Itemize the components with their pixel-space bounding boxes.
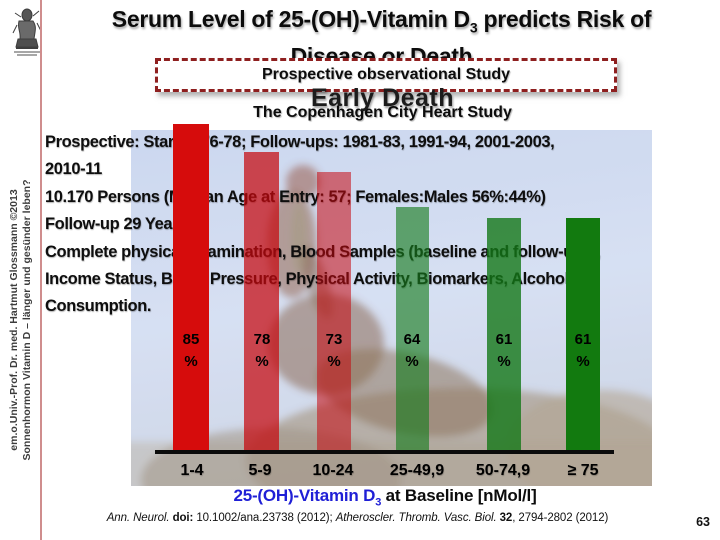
x-axis-caption: 25-(OH)-Vitamin D3 at Baseline [nMol/l] [135,486,635,508]
x-tick-label: 25-49,9 [389,462,445,479]
x-tick-label: 10-24 [312,462,354,479]
value-label: 61 % [474,329,534,373]
reference-citation: Ann. Neurol. doi: 10.1002/ana.23738 (201… [45,512,670,524]
sidebar-divider-line [40,0,42,540]
pages: , 2794-2802 (2012) [512,512,609,524]
crest-logo-icon [12,8,42,56]
value-label: 73 % [304,329,364,373]
study-line: Follow-up 29 Years [45,215,187,234]
bar-75plus [566,218,600,452]
x-tick-label: ≥ 75 [567,462,599,479]
value-number: 73 [325,331,343,348]
journal-1: Ann. Neurol. [106,512,173,524]
chart-title-early-death: Early Death [310,84,455,112]
x-axis-line [155,450,614,454]
value-unit: % [405,353,419,370]
title-line1-part2: predicts Risk of [477,6,652,32]
value-label: 64 % [382,329,442,373]
value-unit: % [255,353,269,370]
page-number: 63 [696,515,710,529]
x-tick-label: 50-74,9 [475,462,531,479]
doi-label: doi: [172,512,197,524]
value-number: 61 [574,331,592,348]
value-number: 61 [495,331,513,348]
callout-label: Prospective observational Study [261,66,511,83]
value-unit: % [497,353,511,370]
doi-value: 10.1002/ana.23738 (2012); [196,512,336,524]
study-line: 2010-11 [45,160,102,179]
volume-number: 32 [499,512,513,524]
x-axis-caption-subscript: 3 [375,496,382,509]
bar-1-4 [173,124,209,452]
bar-5-9 [244,152,279,452]
value-label: 85 % [161,329,221,373]
x-axis-caption-rest: at Baseline [nMol/l] [381,486,537,505]
x-tick-label: 1-4 [180,462,204,479]
x-tick-label: 5-9 [248,462,272,479]
credit-line-1: em.o.Univ.-Prof. Dr. med. Hartmut Glossm… [8,189,20,451]
value-unit: % [184,353,198,370]
value-label: 61 % [553,329,613,373]
study-name-heading: The Copenhagen City Heart Study [253,104,512,121]
journal-2: Atheroscler. Thromb. Vasc. Biol. [335,512,500,524]
value-number: 64 [403,331,421,348]
value-unit: % [327,353,341,370]
value-unit: % [576,353,590,370]
x-axis-caption-blue: 25-(OH)-Vitamin D [233,486,376,505]
value-number: 78 [253,331,271,348]
title-subscript: 3 [469,19,478,36]
bar-50-74 [487,218,521,452]
study-line: Consumption. [45,297,152,316]
prospective-study-callout: Prospective observational Study [155,58,617,92]
value-number: 85 [182,331,200,348]
bar-25-49 [396,207,429,452]
credit-line-2: Sonnenhormon Vitamin D – länger und gesü… [21,179,33,461]
author-credit-vertical: em.o.Univ.-Prof. Dr. med. Hartmut Glossm… [8,110,34,530]
study-line: Prospective: Start 1976-78; Follow-ups: … [45,133,555,151]
study-line: 10.170 Persons (Median Age at Entry: 57;… [45,187,546,206]
value-label: 78 % [232,329,292,373]
title-line1-part1: Serum Level of 25-(OH)-Vitamin D [111,6,470,32]
bar-10-24 [317,172,351,452]
